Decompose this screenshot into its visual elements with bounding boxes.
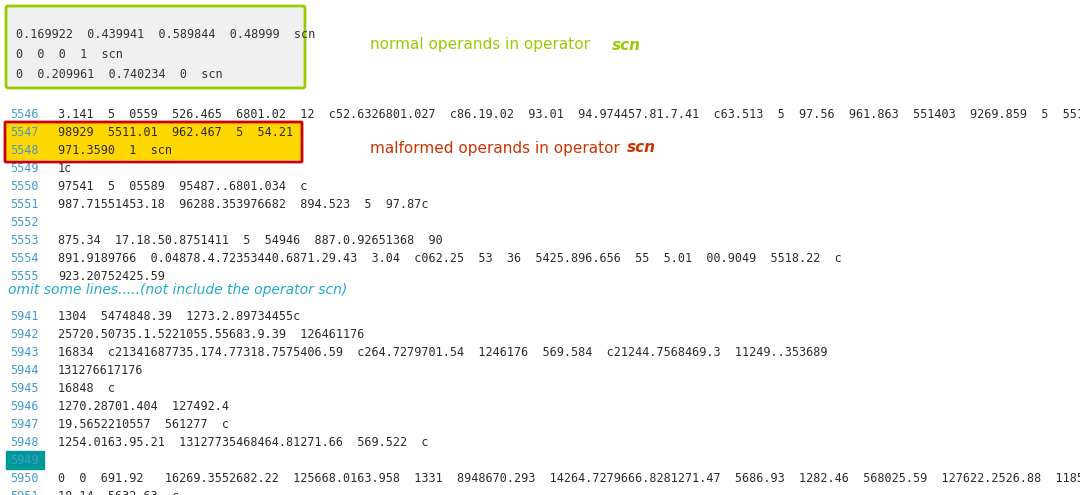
Text: 5546: 5546 [10,108,39,121]
Text: 971.3590  1  scn: 971.3590 1 scn [58,145,172,157]
Text: 1270.28701.404  127492.4: 1270.28701.404 127492.4 [58,400,229,413]
Text: scn: scn [612,38,642,52]
Text: 5550: 5550 [10,181,39,194]
Text: 5946: 5946 [10,400,39,413]
Text: 16834  c21341687735.174.77318.7575406.59  c264.7279701.54  1246176  569.584  c21: 16834 c21341687735.174.77318.7575406.59 … [58,346,827,359]
Text: 5554: 5554 [10,252,39,265]
Text: 5548: 5548 [10,145,39,157]
Text: 18.14  5632.63  c: 18.14 5632.63 c [58,491,179,495]
FancyBboxPatch shape [6,6,305,88]
Text: 5943: 5943 [10,346,39,359]
Text: 5549: 5549 [10,162,39,176]
Text: 5947: 5947 [10,418,39,432]
Text: 0  0  0  1  scn: 0 0 0 1 scn [16,48,123,61]
Text: 5944: 5944 [10,364,39,378]
Text: 5551: 5551 [10,198,39,211]
Text: normal operands in operator: normal operands in operator [370,38,595,52]
Text: 98929  5511.01  962.467  5  54.21: 98929 5511.01 962.467 5 54.21 [58,127,293,140]
Text: 987.71551453.18  96288.353976682  894.523  5  97.87c: 987.71551453.18 96288.353976682 894.523 … [58,198,429,211]
Text: 5547: 5547 [10,127,39,140]
Text: f*: f* [58,454,72,467]
Text: 5552: 5552 [10,216,39,230]
Text: 923.20752425.59: 923.20752425.59 [58,270,165,284]
Text: 131276617176: 131276617176 [58,364,144,378]
Text: 5949: 5949 [10,454,39,467]
Text: 5950: 5950 [10,473,39,486]
Text: 5945: 5945 [10,383,39,396]
Text: 0.169922  0.439941  0.589844  0.48999  scn: 0.169922 0.439941 0.589844 0.48999 scn [16,28,315,41]
Text: 16848  c: 16848 c [58,383,114,396]
Text: 1304  5474848.39  1273.2.89734455c: 1304 5474848.39 1273.2.89734455c [58,310,300,324]
Text: 5951: 5951 [10,491,39,495]
Text: 0  0  691.92   16269.3552682.22  125668.0163.958  1331  8948670.293  14264.72796: 0 0 691.92 16269.3552682.22 125668.0163.… [58,473,1080,486]
Text: 1c: 1c [58,162,72,176]
Text: 5942: 5942 [10,329,39,342]
Text: omit some lines.....(not include the operator scn): omit some lines.....(not include the ope… [8,283,348,297]
Text: malformed operands in operator: malformed operands in operator [370,141,624,155]
Text: 5941: 5941 [10,310,39,324]
Text: 1254.0163.95.21  13127735468464.81271.66  569.522  c: 1254.0163.95.21 13127735468464.81271.66 … [58,437,429,449]
Bar [6,451,44,469]
Text: 25720.50735.1.5221055.55683.9.39  126461176: 25720.50735.1.5221055.55683.9.39 1264611… [58,329,364,342]
Text: 875.34  17.18.50.8751411  5  54946  887.0.92651368  90: 875.34 17.18.50.8751411 5 54946 887.0.92… [58,235,443,248]
Bar [6,123,301,141]
Text: 891.9189766  0.04878.4.72353440.6871.29.43  3.04  c062.25  53  36  5425.896.656 : 891.9189766 0.04878.4.72353440.6871.29.4… [58,252,841,265]
Text: 97541  5  05589  95487..6801.034  c: 97541 5 05589 95487..6801.034 c [58,181,308,194]
Text: 3.141  5  0559  526.465  6801.02  12  c52.6326801.027  c86.19.02  93.01  94.9744: 3.141 5 0559 526.465 6801.02 12 c52.6326… [58,108,1080,121]
Text: scn: scn [627,141,656,155]
Text: 0  0.209961  0.740234  0  scn: 0 0.209961 0.740234 0 scn [16,68,222,81]
Text: 5555: 5555 [10,270,39,284]
Text: 19.5652210557  561277  c: 19.5652210557 561277 c [58,418,229,432]
Bar [6,141,301,159]
Text: 5948: 5948 [10,437,39,449]
Text: 5553: 5553 [10,235,39,248]
